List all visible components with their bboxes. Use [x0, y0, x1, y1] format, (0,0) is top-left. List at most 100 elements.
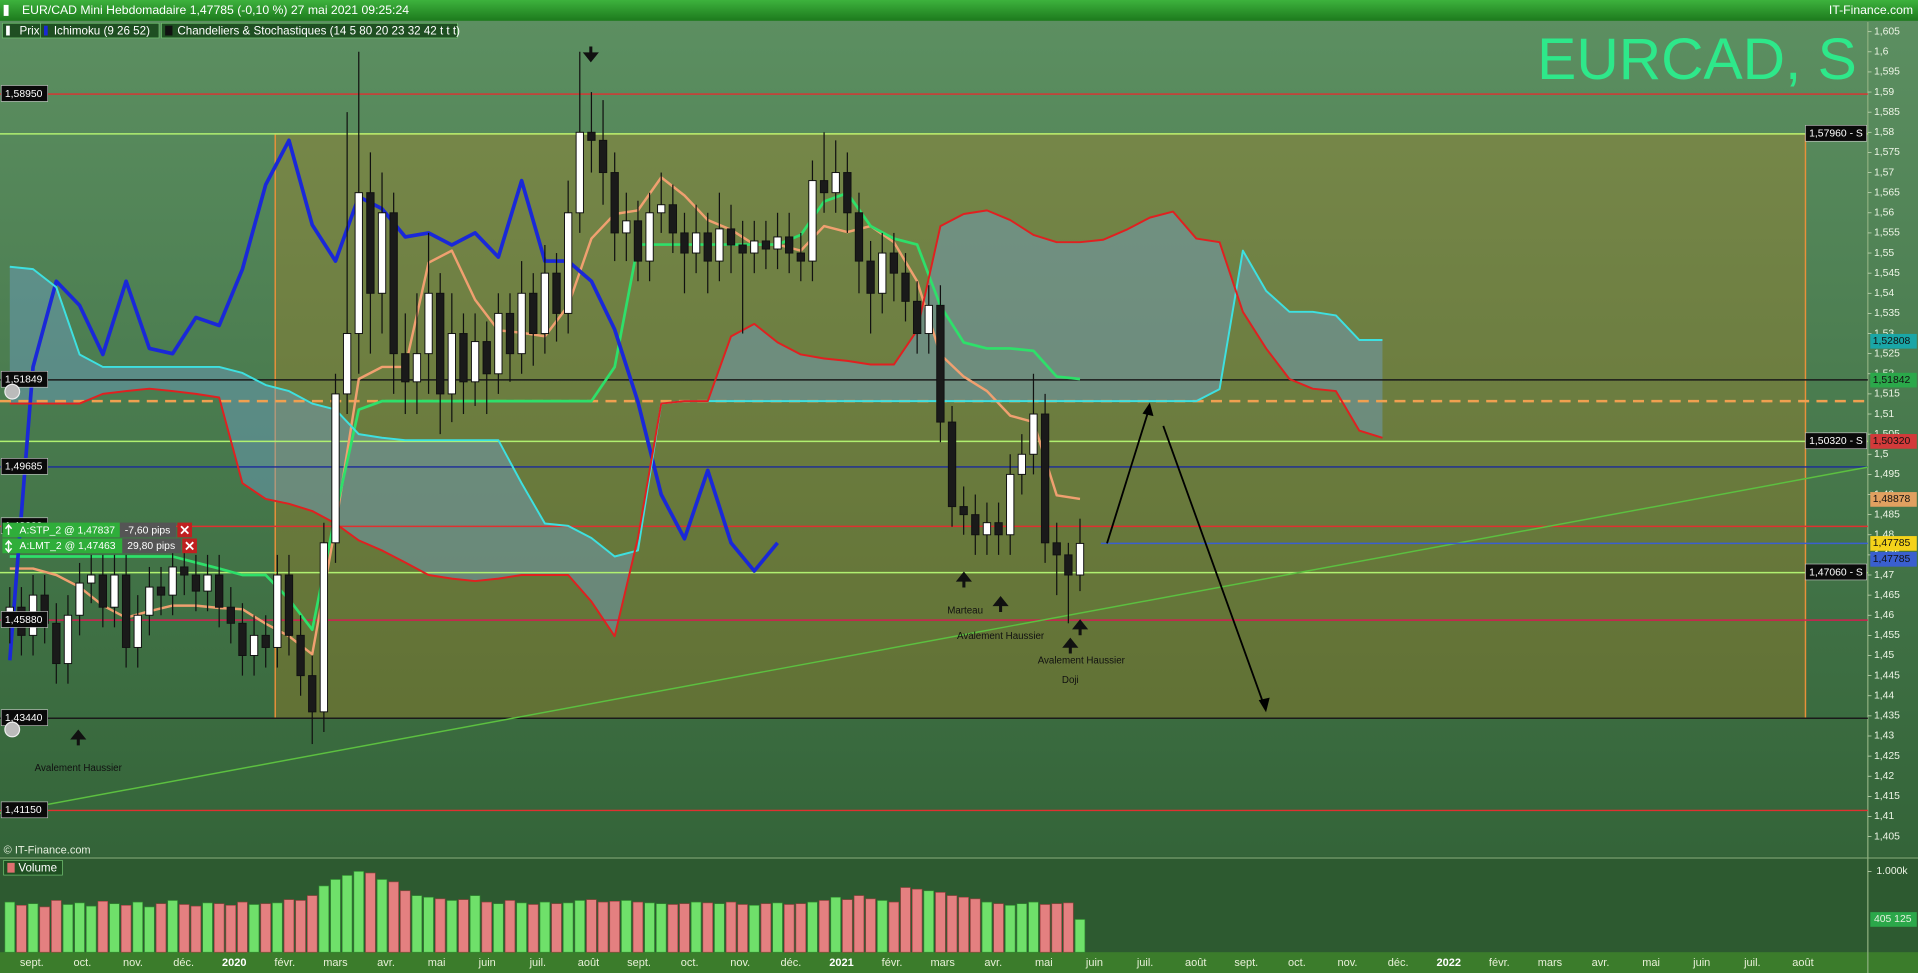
candle-body — [389, 212, 398, 355]
level-label: 1,47060 - S — [1809, 567, 1863, 578]
volume-bar — [725, 901, 737, 953]
y-tick-label: 1,405 — [1874, 831, 1900, 842]
candle-body — [982, 522, 992, 536]
volume-bar — [644, 902, 655, 953]
level-label: 1,58950 — [5, 89, 43, 100]
order-pips-box — [119, 522, 177, 538]
candle-body — [308, 675, 317, 713]
x-tick-label: févr. — [882, 957, 903, 969]
volume-bar — [365, 872, 376, 953]
trendline — [0, 466, 1868, 814]
y-tick-label: 1,59 — [1874, 87, 1894, 98]
volume-bar — [516, 902, 527, 953]
candle-body — [517, 292, 526, 355]
legend-item[interactable]: Prix — [20, 24, 40, 37]
legend-box[interactable] — [39, 22, 160, 39]
volume-bar — [795, 903, 807, 953]
candle-body — [424, 292, 433, 355]
x-tick-label: nov. — [730, 957, 750, 969]
candle-body — [750, 240, 759, 254]
signal-up — [992, 596, 1009, 612]
candle-body — [470, 341, 480, 383]
level-label: 1,49685 — [5, 462, 43, 473]
volume-bar — [714, 903, 725, 953]
volume-bar — [39, 906, 50, 953]
legend-swatch — [7, 862, 15, 873]
volume-bar — [237, 901, 248, 953]
level-tag: 1,50320 - S — [1805, 432, 1867, 450]
x-tick-label: oct. — [681, 957, 699, 969]
volume-bar — [1028, 901, 1039, 953]
x-tick-label: avr. — [377, 957, 395, 969]
volume-bar — [400, 890, 411, 953]
candle-body — [342, 333, 352, 395]
candle-body — [87, 574, 96, 584]
volume-bar — [225, 905, 237, 953]
alert-icon[interactable] — [4, 383, 21, 400]
volume-bar — [690, 901, 702, 953]
candle-body — [645, 212, 654, 262]
volume-bar — [283, 899, 295, 953]
order-box[interactable] — [2, 522, 120, 538]
candle-body — [459, 333, 468, 383]
volume-bar — [656, 903, 667, 953]
volume-bar — [74, 902, 85, 953]
x-tick-label: juil. — [1743, 957, 1761, 969]
annotation: Avalement Haussier — [957, 631, 1045, 642]
signal-down — [582, 46, 599, 63]
volume-bar — [458, 899, 469, 953]
volume-bar — [1039, 904, 1051, 953]
x-tick-label: juil. — [1136, 957, 1154, 969]
x-tick-label: déc. — [1388, 957, 1409, 969]
volume-bar — [551, 903, 562, 953]
candle-body — [994, 522, 1003, 536]
price-marker-label: 1,47785 — [1873, 538, 1911, 549]
level-label-bg — [0, 370, 49, 388]
candle-body — [121, 574, 131, 648]
volume-bar — [330, 879, 341, 953]
volume-bar — [190, 905, 202, 953]
volume-bar — [807, 901, 818, 953]
level-tag: 1,47060 - S — [1805, 563, 1867, 581]
annotation: Marteau — [947, 605, 983, 616]
x-tick-label: avr. — [984, 957, 1002, 969]
legend-box[interactable] — [161, 22, 458, 39]
level-label-bg — [1805, 432, 1867, 450]
x-tick-label: juin — [1692, 957, 1710, 969]
candle-body — [401, 353, 410, 383]
volume-bar — [783, 904, 795, 953]
y-tick-label: 1,605 — [1874, 26, 1900, 37]
order-icon — [4, 523, 13, 535]
volume-bar — [1063, 902, 1074, 953]
legend-swatch — [44, 25, 48, 36]
legend-item[interactable]: Ichimoku (9 26 52) — [54, 24, 150, 37]
level-label: 1,43440 — [5, 713, 43, 724]
legend-swatch — [165, 25, 173, 36]
signal-up — [1072, 619, 1089, 636]
order-box[interactable] — [2, 538, 123, 554]
candle-body — [831, 172, 840, 194]
level-label: 1,51849 — [5, 375, 43, 386]
ichimoku-line — [9, 209, 1383, 638]
candle-body — [238, 622, 247, 656]
candle-body — [1064, 554, 1073, 576]
volume-bar — [888, 901, 900, 953]
volume-bar — [341, 875, 353, 953]
candle-body — [889, 252, 899, 274]
volume-bar — [318, 885, 330, 953]
level-label: 1,41150 — [5, 805, 42, 816]
volume-bar — [842, 899, 853, 953]
volume-legend-box[interactable] — [3, 860, 63, 876]
price-marker-bg — [1870, 372, 1917, 388]
candle-body — [319, 542, 329, 713]
candle-body — [296, 634, 305, 677]
volume-bar — [481, 901, 492, 953]
alert-icon[interactable] — [4, 721, 21, 738]
y-tick-label: 1,55 — [1874, 248, 1894, 259]
volume-bar — [109, 903, 120, 953]
legend-item[interactable]: Chandeliers & Stochastiques (14 5 80 20 … — [177, 24, 460, 37]
candle-body — [145, 586, 154, 616]
candle-body — [436, 292, 445, 395]
signal-up — [955, 571, 972, 588]
volume-bar — [632, 901, 644, 953]
